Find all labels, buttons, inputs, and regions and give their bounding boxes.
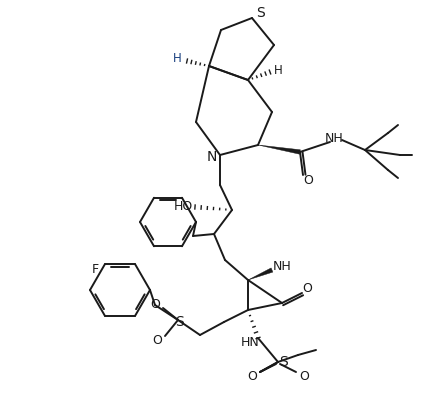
Text: O: O [152,335,162,348]
Polygon shape [258,145,300,154]
Text: O: O [303,173,313,187]
Text: H: H [274,63,282,76]
Text: O: O [302,283,312,295]
Text: HN: HN [241,335,260,348]
Text: S: S [176,315,184,329]
Text: S: S [256,6,265,20]
Text: NH: NH [325,132,343,144]
Text: N: N [207,150,217,164]
Text: H: H [173,52,182,65]
Text: HO: HO [173,200,193,213]
Text: NH: NH [273,261,291,274]
Polygon shape [248,268,273,280]
Text: O: O [150,299,160,312]
Text: F: F [91,263,99,276]
Text: S: S [279,355,287,369]
Text: O: O [247,371,257,384]
Text: O: O [299,371,309,384]
